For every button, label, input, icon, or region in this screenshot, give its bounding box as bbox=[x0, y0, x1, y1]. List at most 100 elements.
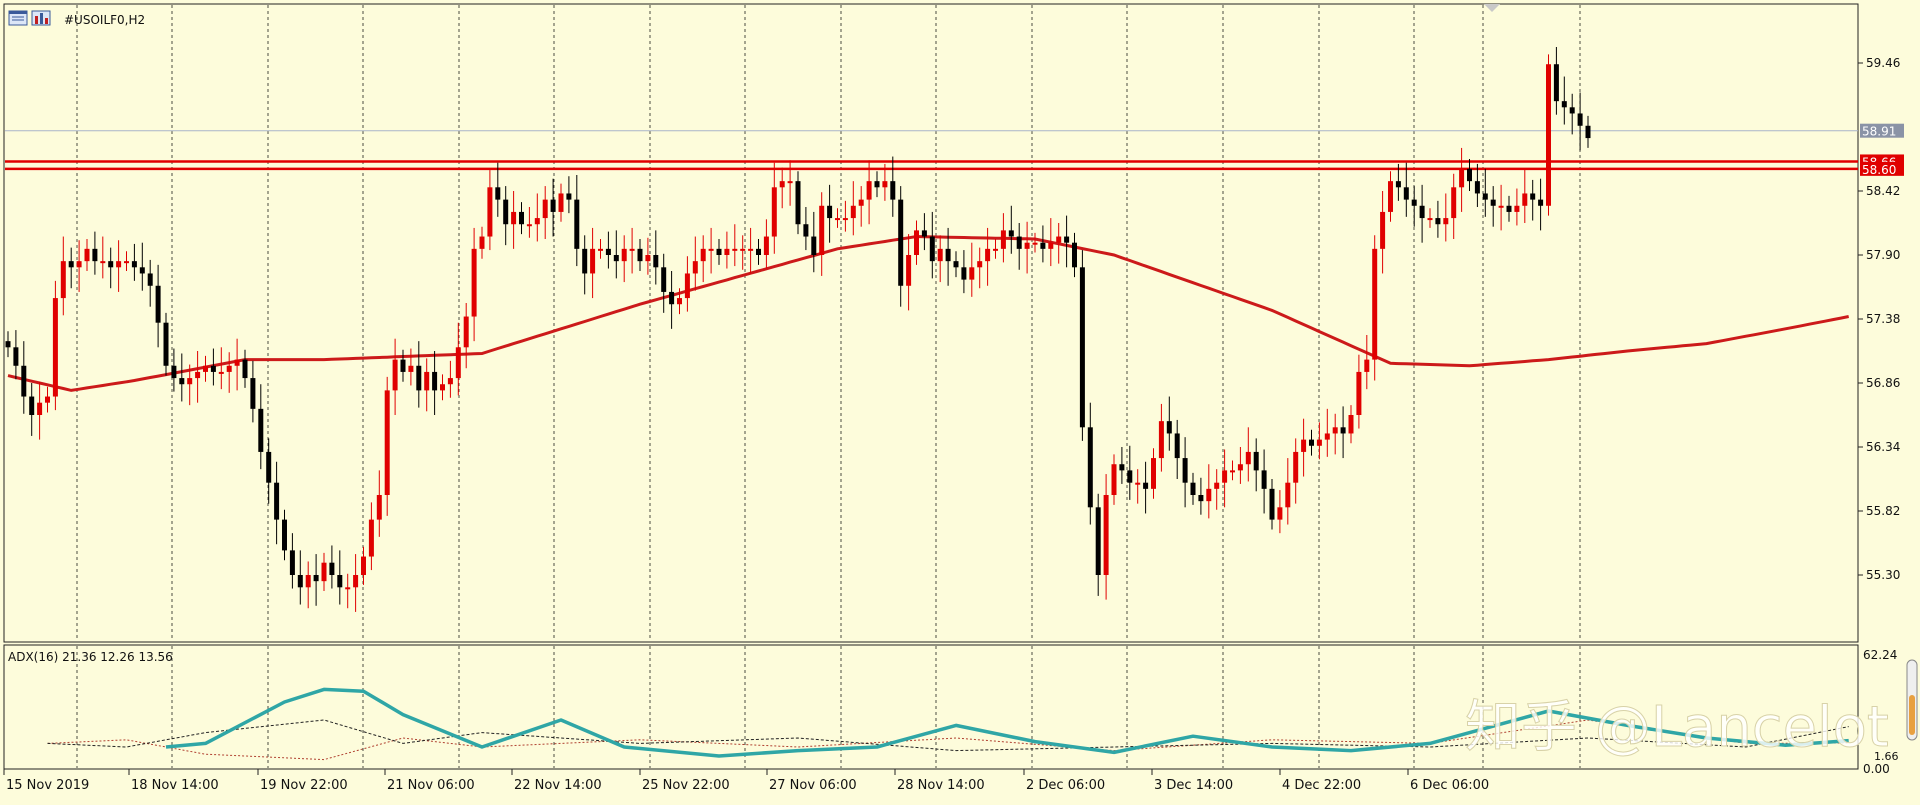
time-tick-label: 19 Nov 22:00 bbox=[260, 778, 348, 793]
candle-body bbox=[155, 285, 161, 323]
candle-body bbox=[1498, 205, 1504, 208]
candle-body bbox=[621, 248, 627, 262]
candle-body bbox=[550, 199, 556, 212]
candle-body bbox=[68, 261, 74, 268]
candle-body bbox=[629, 248, 635, 251]
candle-body bbox=[1435, 218, 1441, 225]
candle-body bbox=[961, 267, 967, 280]
candle-body bbox=[1032, 242, 1038, 245]
candle-body bbox=[1356, 371, 1362, 415]
candle-body bbox=[329, 562, 335, 575]
candle-body bbox=[1048, 242, 1054, 249]
candle-body bbox=[1324, 433, 1330, 440]
time-tick-label: 28 Nov 14:00 bbox=[897, 778, 985, 793]
candle-body bbox=[1522, 193, 1528, 206]
candle-body bbox=[1427, 218, 1433, 221]
candle-body bbox=[1340, 427, 1346, 434]
candle-body bbox=[187, 378, 193, 385]
candle-body bbox=[542, 199, 548, 219]
candle-body bbox=[1064, 236, 1070, 243]
candle-body bbox=[1530, 193, 1536, 200]
candle-body bbox=[384, 390, 390, 495]
candle-body bbox=[740, 248, 746, 251]
candle-body bbox=[914, 230, 919, 255]
candle-body bbox=[700, 248, 706, 262]
time-tick-label: 3 Dec 14:00 bbox=[1154, 778, 1233, 793]
watermark: 知乎 @Lancelot bbox=[1465, 695, 1889, 760]
candle-body bbox=[613, 255, 619, 262]
chart-window-icon[interactable] bbox=[8, 10, 28, 26]
candle-body bbox=[677, 298, 682, 305]
candle-body bbox=[1419, 205, 1425, 219]
candle-body bbox=[1261, 470, 1267, 489]
candle-body bbox=[661, 267, 667, 292]
candle-body bbox=[558, 193, 564, 212]
candle-body bbox=[590, 248, 596, 274]
candle-body bbox=[1380, 211, 1386, 249]
candle-body bbox=[692, 261, 698, 274]
candle-body bbox=[1095, 507, 1101, 575]
price-tick-label: 57.90 bbox=[1866, 248, 1900, 262]
candle-body bbox=[353, 575, 359, 588]
candle-body bbox=[1561, 101, 1567, 108]
adx-main-line bbox=[165, 687, 1849, 758]
candle-body bbox=[511, 211, 517, 225]
candle-body bbox=[1000, 230, 1006, 249]
candle-body bbox=[124, 261, 129, 264]
indicator-label: ADX(16) 21.36 12.26 13.56 bbox=[8, 650, 173, 664]
candle-body bbox=[5, 341, 11, 348]
resistance-line-lower-label: 58.60 bbox=[1862, 163, 1896, 177]
candle-body bbox=[1474, 181, 1480, 194]
candle-body bbox=[1443, 218, 1449, 225]
candle-body bbox=[1143, 482, 1149, 489]
candle-body bbox=[842, 218, 848, 221]
candle-body bbox=[819, 205, 825, 255]
candle-body bbox=[937, 248, 943, 262]
candle-body bbox=[131, 261, 137, 268]
candle-body bbox=[210, 365, 216, 372]
candle-body bbox=[1585, 125, 1591, 139]
chart-bars-icon[interactable] bbox=[31, 10, 51, 26]
candle-body bbox=[108, 261, 114, 268]
candle-body bbox=[432, 371, 438, 391]
candle-body bbox=[1506, 205, 1512, 212]
candle-body bbox=[1158, 421, 1164, 459]
indicator-axis-max: 62.24 bbox=[1863, 648, 1897, 662]
candle-body bbox=[1451, 187, 1457, 219]
chart-title: #USOILF0,H2 bbox=[64, 13, 145, 27]
candle-body bbox=[1103, 495, 1109, 575]
candle-body bbox=[653, 255, 659, 268]
indicator-scrollbar[interactable] bbox=[1906, 659, 1918, 741]
chart-shift-marker[interactable] bbox=[1484, 4, 1500, 12]
price-tick-label: 57.38 bbox=[1866, 312, 1900, 326]
candle-body bbox=[1079, 267, 1085, 428]
candle-body bbox=[1072, 242, 1077, 268]
candle-body bbox=[1222, 470, 1228, 483]
candle-body bbox=[424, 371, 430, 391]
candle-body bbox=[37, 402, 43, 415]
candle-body bbox=[392, 359, 398, 391]
candle-body bbox=[1174, 433, 1180, 459]
candle-body bbox=[100, 261, 106, 264]
candle-body bbox=[827, 205, 833, 219]
candle-body bbox=[1538, 199, 1544, 206]
candle-body bbox=[218, 371, 224, 374]
candle-body bbox=[1490, 199, 1496, 206]
candle-body bbox=[1245, 451, 1251, 465]
candle-body bbox=[1127, 470, 1133, 483]
main-panel-border bbox=[3, 3, 1859, 643]
grid-lines bbox=[76, 5, 1581, 768]
indicator-axis-min: 0.00 bbox=[1863, 762, 1890, 776]
price-tick-label: 55.30 bbox=[1866, 568, 1900, 582]
candle-body bbox=[361, 556, 366, 575]
candle-body bbox=[250, 378, 256, 409]
candle-body bbox=[1182, 458, 1188, 483]
time-tick-label: 27 Nov 06:00 bbox=[769, 778, 857, 793]
candle-body bbox=[1395, 181, 1401, 188]
candle-body bbox=[716, 248, 722, 255]
candle-body bbox=[463, 316, 469, 348]
time-tick-label: 15 Nov 2019 bbox=[6, 778, 89, 793]
candle-body bbox=[45, 396, 50, 403]
